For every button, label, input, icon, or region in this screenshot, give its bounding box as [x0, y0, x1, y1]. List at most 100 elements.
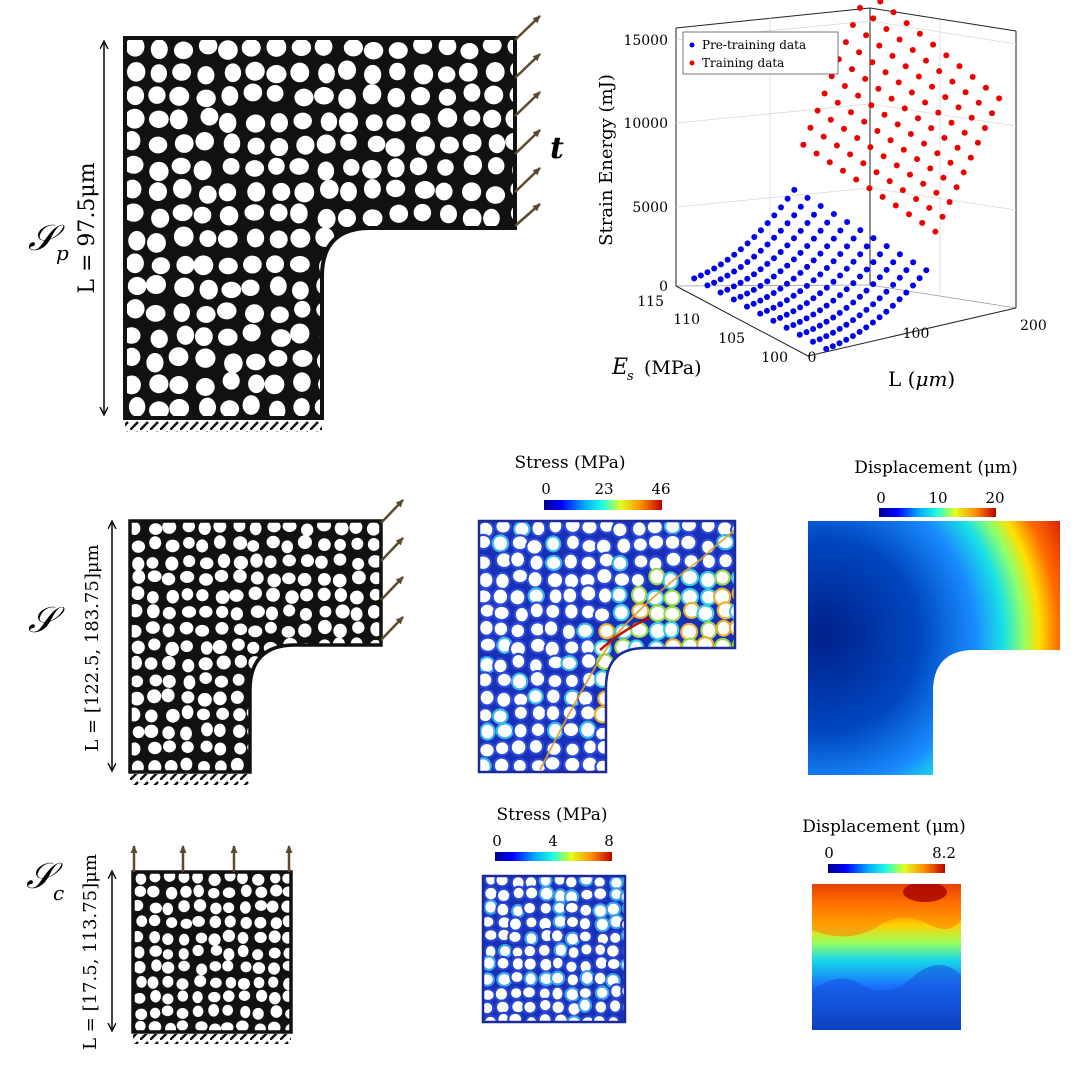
training-point: [930, 41, 937, 48]
training-point: [936, 68, 943, 75]
pretraining-point: [804, 220, 811, 226]
pretraining-point: [823, 318, 830, 325]
pretraining-point: [790, 308, 797, 315]
training-point: [906, 211, 912, 218]
training-point: [827, 116, 834, 123]
e-tick-105: 105: [718, 331, 745, 347]
pretraining-point: [837, 292, 843, 299]
pretraining-point: [830, 329, 836, 336]
pretraining-point: [856, 293, 863, 300]
sc-stress-tick-4: 4: [548, 832, 558, 850]
legend-pretraining: Pre-training data: [702, 38, 806, 52]
pretraining-point: [823, 345, 830, 352]
s-symbol: 𝒮: [28, 600, 65, 641]
training-point: [840, 167, 846, 174]
pretraining-point: [844, 243, 850, 250]
pretraining-point: [876, 295, 883, 302]
training-point: [929, 83, 936, 90]
training-point: [927, 165, 934, 172]
training-point: [854, 135, 861, 141]
pretraining-point: [697, 272, 704, 279]
training-point: [962, 89, 969, 96]
sc-traction-arrows: [130, 845, 293, 872]
pretraining-point: [849, 333, 856, 339]
pretraining-point: [804, 243, 811, 249]
s-disp-tick-0: 0: [876, 489, 886, 507]
e-axis-subscript: s: [627, 369, 634, 384]
pretraining-point: [797, 203, 804, 210]
sc-length-label: L = [17.5, 113.75]μm: [80, 854, 101, 1050]
sc-stress-tick-8: 8: [604, 832, 614, 850]
pretraining-point: [877, 251, 883, 258]
pretraining-point: [744, 303, 750, 310]
pretraining-point: [876, 314, 883, 321]
pretraining-point: [823, 284, 830, 291]
pretraining-point: [730, 296, 737, 303]
pretraining-point: [763, 307, 770, 314]
pretraining-point: [750, 300, 757, 307]
pretraining-point: [744, 290, 751, 297]
pretraining-point: [751, 253, 758, 260]
training-point: [947, 159, 954, 166]
pretraining-point: [869, 319, 876, 326]
training-point: [923, 57, 929, 64]
z-tick-0: 0: [659, 279, 668, 295]
pretraining-point: [790, 292, 797, 299]
sp-foam-fill: [125, 38, 515, 418]
training-point: [981, 125, 988, 131]
pretraining-point: [744, 275, 751, 282]
pretraining-point: [863, 243, 870, 250]
pretraining-point: [843, 321, 850, 328]
pretraining-point: [777, 249, 784, 255]
pretraining-point: [791, 235, 797, 242]
pretraining-point: [830, 297, 837, 304]
pretraining-point: [717, 261, 724, 268]
pretraining-point: [843, 286, 850, 293]
pretraining-point: [810, 295, 817, 302]
training-point: [833, 142, 840, 149]
training-point: [893, 162, 900, 169]
pretraining-point: [757, 282, 764, 289]
training-point: [975, 99, 982, 106]
s-stress-map: [479, 521, 735, 772]
training-point: [955, 104, 962, 111]
pretraining-point: [790, 275, 797, 282]
training-point: [842, 39, 849, 46]
pretraining-point: [870, 281, 877, 288]
sc-foam-fill: [133, 872, 291, 1032]
training-point: [889, 52, 896, 59]
pretraining-point: [883, 243, 890, 250]
training-point: [879, 193, 886, 200]
pretraining-point: [704, 282, 711, 289]
pretraining-point: [896, 274, 903, 281]
pretraining-point: [777, 314, 784, 321]
pretraining-point: [803, 315, 810, 322]
pretraining-point: [784, 220, 791, 227]
pretraining-point: [824, 243, 831, 250]
pretraining-point: [850, 280, 857, 287]
pretraining-point: [856, 328, 863, 335]
pretraining-point: [870, 259, 877, 266]
pretraining-point: [724, 286, 731, 293]
pretraining-point: [923, 267, 930, 274]
pretraining-point: [797, 304, 804, 311]
training-point: [909, 47, 916, 53]
pretraining-point: [876, 274, 883, 281]
pretraining-point: [850, 299, 857, 306]
training-point: [821, 90, 828, 97]
row-s: 𝒮 L = [122.5, 183.75]μm Stress (MPa) 0 2…: [28, 453, 1060, 785]
training-point: [887, 137, 894, 144]
pretraining-point: [823, 265, 830, 271]
training-point: [967, 154, 974, 161]
z-axis-label: Strain Energy (mJ): [596, 74, 617, 246]
pretraining-point: [783, 311, 790, 318]
training-point: [847, 151, 854, 158]
pretraining-point: [777, 301, 784, 308]
pretraining-point: [810, 257, 817, 264]
traction-label: t: [550, 131, 564, 166]
training-point: [807, 124, 814, 131]
pretraining-point: [863, 266, 870, 273]
e-tick-100: 100: [761, 350, 788, 366]
training-point: [860, 160, 867, 167]
pretraining-point: [883, 288, 890, 295]
